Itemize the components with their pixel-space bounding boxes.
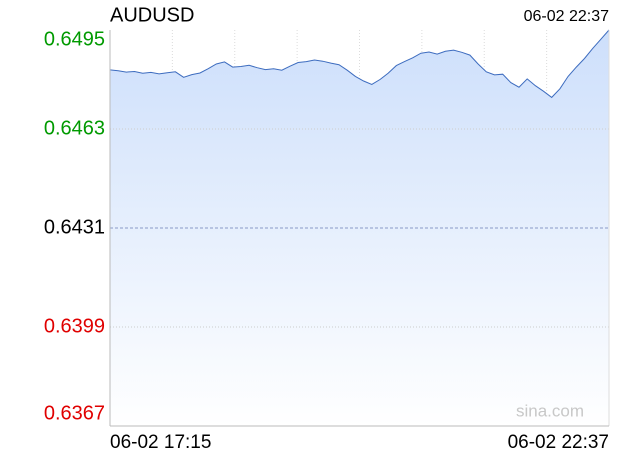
y-tick-label: 0.6463	[44, 117, 105, 139]
line	[109, 29, 610, 99]
y-tick-label: 0.6399	[44, 315, 105, 337]
area	[110, 30, 609, 426]
x-tick-label: 06-02 22:37	[508, 432, 609, 453]
y-tick-label: 0.6367	[44, 402, 105, 424]
timestamp: 06-02 22:37	[524, 8, 610, 25]
watermark: sina.com	[516, 401, 584, 420]
y-tick-label: 0.6495	[44, 28, 105, 50]
chart-title: AUDUSD	[110, 4, 194, 26]
y-tick-label: 0.6431	[44, 216, 105, 238]
x-tick-label: 06-02 17:15	[110, 432, 211, 453]
